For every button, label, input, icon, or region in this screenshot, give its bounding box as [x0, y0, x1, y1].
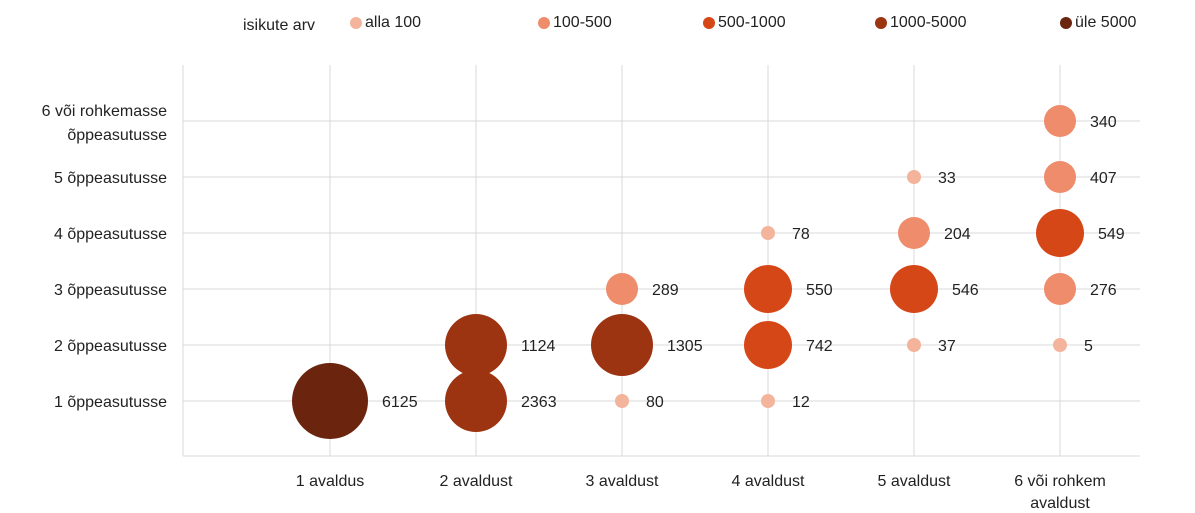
bubble [907, 170, 921, 184]
bubble [744, 321, 792, 369]
data-label: 549 [1098, 226, 1125, 243]
data-label: 78 [792, 226, 810, 243]
legend-dot [538, 17, 550, 29]
legend: isikute arv alla 100 100-500 500-1000 10… [0, 0, 1195, 40]
data-label: 1124 [521, 338, 556, 355]
bubble [292, 363, 368, 439]
data-label: 407 [1090, 170, 1117, 187]
legend-label: 1000-5000 [890, 14, 967, 31]
data-label: 6125 [382, 394, 418, 411]
legend-item-ule-5000: üle 5000 [1060, 14, 1136, 32]
legend-label: üle 5000 [1075, 14, 1137, 31]
y-tick-label: 6 või rohkemasse õppeasutusse [42, 103, 167, 144]
x-tick-label: 2 avaldust [440, 473, 513, 490]
bubble [761, 394, 775, 408]
bubble [615, 394, 629, 408]
data-label: 276 [1090, 282, 1117, 299]
bubble [1036, 209, 1084, 257]
bubble [907, 338, 921, 352]
legend-label: 500-1000 [718, 14, 786, 31]
data-label: 37 [938, 338, 956, 355]
legend-label: alla 100 [365, 14, 422, 31]
data-label: 340 [1090, 114, 1117, 131]
legend-item-100-500: 100-500 [538, 14, 612, 32]
bubble [1044, 161, 1076, 193]
data-label: 33 [938, 170, 956, 187]
legend-label: 100-500 [553, 14, 612, 31]
x-tick-label: 1 avaldus [296, 473, 365, 490]
legend-item-500-1000: 500-1000 [703, 14, 786, 32]
bubble [1044, 273, 1076, 305]
data-label: 550 [806, 282, 833, 299]
x-tick-label: 4 avaldust [732, 473, 805, 490]
bubble [1044, 105, 1076, 137]
legend-dot [350, 17, 362, 29]
data-label: 742 [806, 338, 833, 355]
x-tick-label: 6 või rohkem avaldust [1014, 473, 1106, 512]
legend-item-alla-100: alla 100 [350, 14, 421, 32]
bubble [898, 217, 930, 249]
x-tick-label: 5 avaldust [878, 473, 951, 490]
bubble [445, 314, 507, 376]
legend-item-1000-5000: 1000-5000 [875, 14, 967, 32]
x-tick-label: 3 avaldust [586, 473, 659, 490]
legend-title: isikute arv [243, 17, 316, 34]
data-label: 5 [1084, 338, 1093, 355]
y-tick-label: 5 õppeasutusse [54, 170, 167, 187]
bubble [1053, 338, 1067, 352]
data-label: 80 [646, 394, 664, 411]
bubble [744, 265, 792, 313]
y-tick-label: 4 õppeasutusse [54, 226, 167, 243]
data-label: 289 [652, 282, 679, 299]
legend-dot [875, 17, 887, 29]
y-tick-label: 2 õppeasutusse [54, 338, 167, 355]
y-tick-label: 1 õppeasutusse [54, 394, 167, 411]
data-label: 204 [944, 226, 971, 243]
data-label: 2363 [521, 394, 557, 411]
legend-dot [1060, 17, 1072, 29]
bubble [606, 273, 638, 305]
y-tick-label: 3 õppeasutusse [54, 282, 167, 299]
bubble [445, 370, 507, 432]
data-label: 12 [792, 394, 810, 411]
legend-dot [703, 17, 715, 29]
data-label: 1305 [667, 338, 703, 355]
bubble [591, 314, 653, 376]
bubble [890, 265, 938, 313]
data-label: 546 [952, 282, 979, 299]
bubble [761, 226, 775, 240]
